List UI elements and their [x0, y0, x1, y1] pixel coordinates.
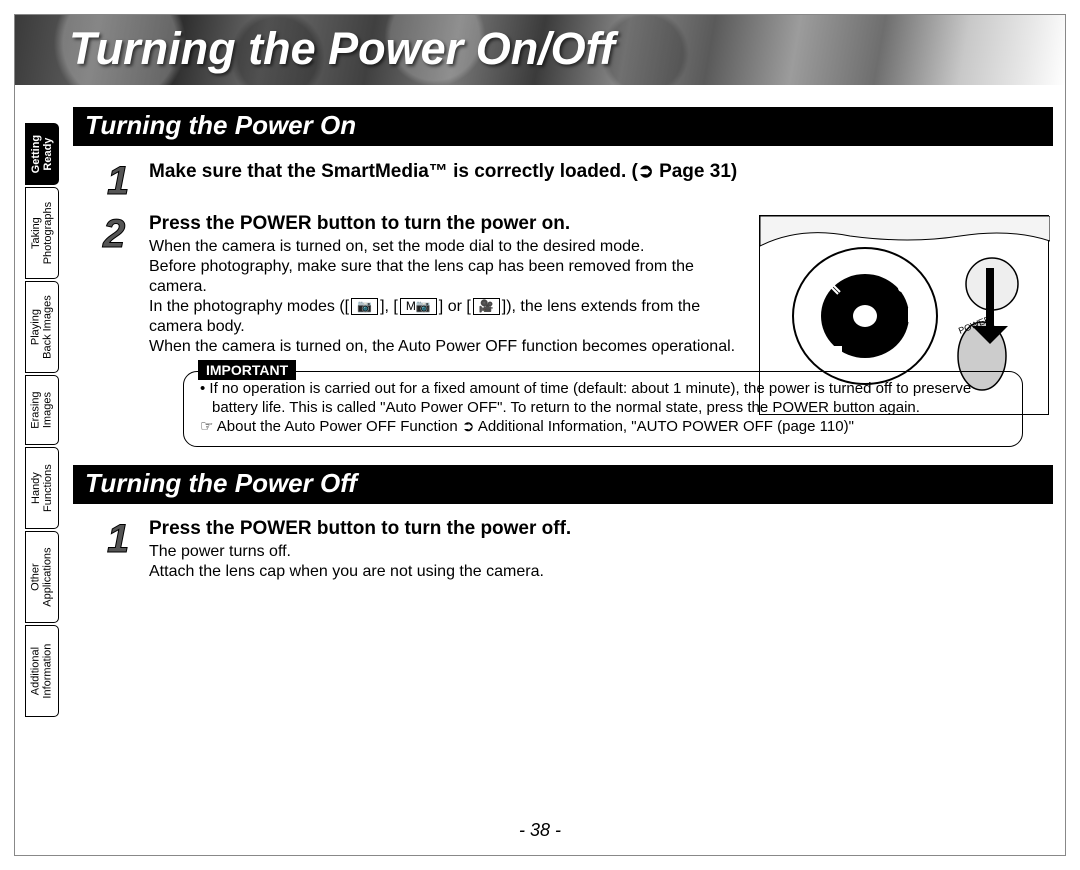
sidebar-tab-taking[interactable]: TakingPhotographs	[25, 187, 59, 279]
sidebar-tab-playing[interactable]: PlayingBack Images	[25, 281, 59, 373]
sidebar-tab-getting[interactable]: GettingReady	[25, 123, 59, 185]
step-on-2-p4: When the camera is turned on, the Auto P…	[149, 337, 753, 357]
page-frame: Turning the Power On/Off GettingReady Tak…	[14, 14, 1066, 856]
step-on-1: 1 Make sure that the SmartMedia™ is corr…	[101, 160, 1053, 209]
m-camera-icon: M📷	[400, 298, 437, 315]
step-on-1-heading: Make sure that the SmartMedia™ is correc…	[149, 160, 1043, 183]
important-label: IMPORTANT	[198, 360, 296, 380]
step-on-2-p1: When the camera is turned on, set the mo…	[149, 237, 753, 257]
step-off-1-p1: The power turns off.	[149, 542, 1043, 562]
camera-icon: 📷	[351, 298, 378, 315]
step-on-2: 2 Press the POWER button to turn the pow…	[101, 213, 1053, 357]
sidebar-tab-additional[interactable]: AdditionalInformation	[25, 625, 59, 717]
sidebar-tab-label: OtherApplications	[30, 547, 54, 606]
important-b2: ☞ About the Auto Power OFF Function ➲ Ad…	[198, 418, 1008, 437]
step-off-1-p2: Attach the lens cap when you are not usi…	[149, 562, 1043, 582]
step-number-2-icon: 2	[101, 213, 149, 357]
svg-text:2: 2	[102, 213, 125, 256]
sidebar-tab-handy[interactable]: HandyFunctions	[25, 447, 59, 529]
step-on-2-p2: Before photography, make sure that the l…	[149, 257, 753, 297]
sidebar-tabs: GettingReady TakingPhotographs PlayingBack…	[25, 123, 59, 823]
sidebar-tab-other[interactable]: OtherApplications	[25, 531, 59, 623]
sidebar-tab-erasing[interactable]: ErasingImages	[25, 375, 59, 445]
step-number-1-icon: 1	[101, 160, 149, 209]
sidebar-tab-label: GettingReady	[30, 135, 54, 174]
section-bar-on: Turning the Power On	[73, 107, 1053, 146]
step-on-2-heading: Press the POWER button to turn the power…	[149, 213, 753, 235]
movie-icon: 🎥	[473, 298, 500, 315]
sidebar-tab-label: ErasingImages	[30, 391, 54, 428]
important-box: IMPORTANT • If no operation is carried o…	[183, 371, 1023, 447]
step-off-1-heading: Press the POWER button to turn the power…	[149, 518, 1043, 540]
step-number-1b-icon: 1	[101, 518, 149, 582]
step-on-2-p3: In the photography modes ([📷], [M📷] or […	[149, 297, 753, 337]
important-b1: • If no operation is carried out for a f…	[198, 380, 1008, 418]
page-number: - 38 -	[15, 820, 1065, 841]
step-off-1: 1 Press the POWER button to turn the pow…	[101, 518, 1053, 582]
section-bar-off: Turning the Power Off	[73, 465, 1053, 504]
content-area: Turning the Power On 1 Make sure that th…	[73, 107, 1053, 586]
page-title: Turning the Power On/Off	[69, 23, 615, 75]
sidebar-tab-label: TakingPhotographs	[30, 202, 54, 264]
svg-text:1: 1	[107, 160, 129, 203]
sidebar-tab-label: HandyFunctions	[30, 464, 54, 512]
svg-text:1: 1	[107, 518, 129, 561]
sidebar-tab-label: AdditionalInformation	[30, 643, 54, 698]
sidebar-tab-label: PlayingBack Images	[30, 295, 54, 359]
